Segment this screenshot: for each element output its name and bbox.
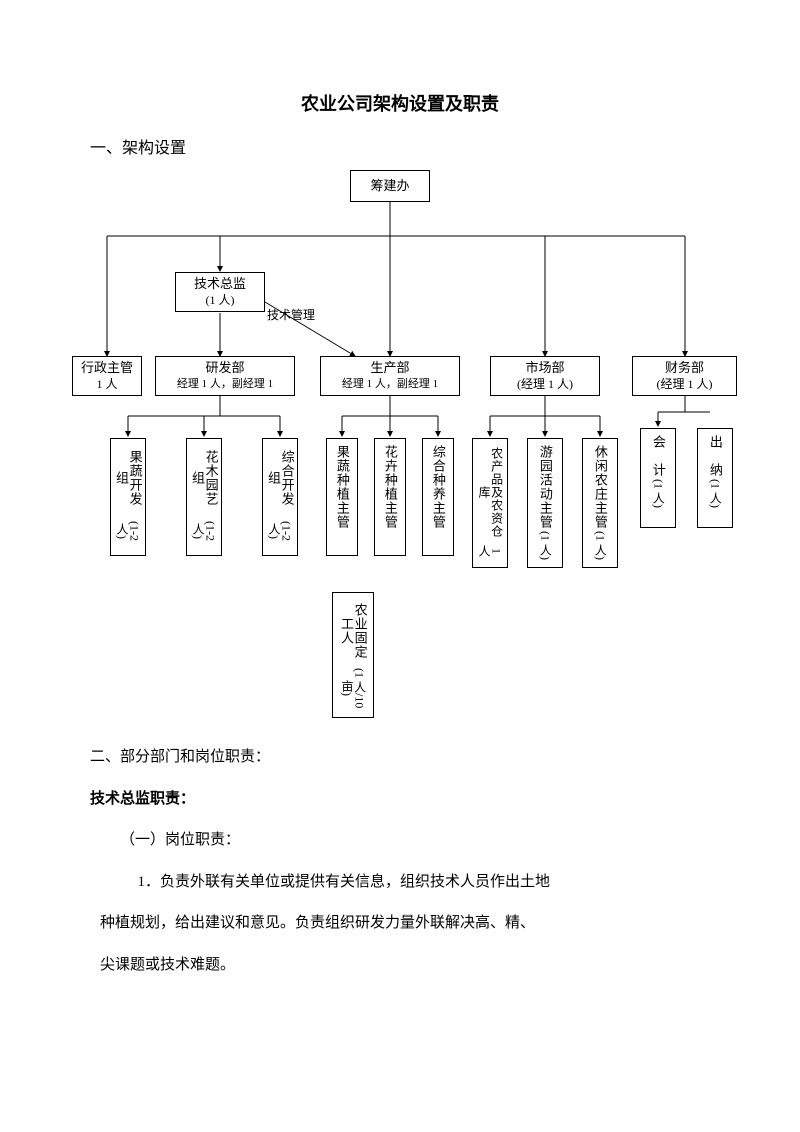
leaf-finance-2: 出 纳 (1 人) [697, 428, 733, 528]
leaf-rd-3-t: 综合开发组 [266, 445, 293, 511]
body-text: 二、部分部门和岗位职责： 技术总监职责： （一）岗位职责： 1．负责外联有关单位… [90, 742, 710, 981]
market-l1: 市场部 [525, 360, 564, 377]
para-1a: 1．负责外联有关单位或提供有关信息，组织技术人员作出土地 [100, 867, 700, 899]
rd-l1: 研发部 [205, 360, 244, 377]
leaf-market-3-t: 休闲农庄主管 [593, 445, 607, 529]
prod-l1: 生产部 [370, 360, 409, 377]
leaf-rd-1-s: (1-2 人) [115, 513, 140, 550]
leaf-finance-1: 会 计 (1 人) [640, 428, 676, 528]
section-2-heading: 二、部分部门和岗位职责： [90, 742, 710, 774]
leaf-market-2: 游园活动主管 (1 人) [527, 438, 563, 568]
leaf-rd-2-t: 花木园艺组 [190, 445, 217, 511]
leaf-prod-1-t: 果蔬种植主管 [335, 445, 349, 529]
tech-mgmt-label: 技术管理 [267, 306, 315, 323]
node-root: 筹建办 [350, 170, 430, 202]
job-title-heading: 技术总监职责： [90, 784, 710, 816]
leaf-worker-s: (1 人/10 亩) [340, 665, 365, 711]
section-1-heading: 一、架构设置 [90, 134, 710, 158]
leaf-prod-3: 综合种养主管 [422, 438, 454, 556]
admin-l1: 行政主管 [81, 360, 133, 377]
leaf-rd-1: 果蔬开发组 (1-2 人) [110, 438, 146, 556]
leaf-prod-1: 果蔬种植主管 [326, 438, 358, 556]
para-1b: 种植规划，给出建议和意见。负责组织研发力量外联解决高、精、 [100, 908, 700, 940]
para-1c: 尖课题或技术难题。 [100, 950, 700, 982]
leaf-rd-2-s: (1-2 人) [191, 513, 216, 550]
leaf-market-3-s: (1 人) [594, 531, 607, 560]
node-tech-director: 技术总监 (1 人) [175, 272, 265, 312]
leaf-prod-2: 花卉种植主管 [374, 438, 406, 556]
rd-l2: 经理 1 人，副经理 1 [177, 377, 273, 391]
leaf-finance-2-t: 出 纳 [708, 435, 722, 477]
finance-l1: 财务部 [665, 360, 704, 377]
leaf-market-2-s: (1 人) [539, 531, 552, 560]
admin-l2: 1 人 [96, 377, 117, 393]
node-finance: 财务部 (经理 1 人) [632, 356, 737, 396]
leaf-prod-2-t: 花卉种植主管 [383, 445, 397, 529]
leaf-market-1-t: 农产品及农资仓库 [477, 445, 502, 540]
sub-heading-1: （一）岗位职责： [90, 825, 710, 857]
node-rd: 研发部 经理 1 人，副经理 1 [155, 356, 295, 396]
node-admin: 行政主管 1 人 [72, 356, 142, 396]
node-market: 市场部 (经理 1 人) [490, 356, 600, 396]
leaf-market-1-s: 1 人 [477, 542, 502, 561]
leaf-finance-1-t: 会 计 [651, 435, 665, 477]
leaf-market-3: 休闲农庄主管 (1 人) [582, 438, 618, 568]
market-l2: (经理 1 人) [517, 377, 573, 393]
finance-l2: (经理 1 人) [657, 377, 713, 393]
leaf-finance-2-s: (1 人) [709, 479, 722, 508]
leaf-market-2-t: 游园活动主管 [538, 445, 552, 529]
leaf-rd-3: 综合开发组 (1-2 人) [262, 438, 298, 556]
node-root-label: 筹建办 [370, 178, 409, 195]
prod-l2: 经理 1 人，副经理 1 [342, 377, 438, 391]
leaf-worker: 农业固定工人 (1 人/10 亩) [332, 592, 374, 718]
leaf-prod-3-t: 综合种养主管 [431, 445, 445, 529]
leaf-rd-2: 花木园艺组 (1-2 人) [186, 438, 222, 556]
leaf-finance-1-s: (1 人) [652, 479, 665, 508]
leaf-worker-t: 农业固定工人 [339, 599, 366, 663]
tech-director-l2: (1 人) [206, 293, 235, 309]
leaf-market-1: 农产品及农资仓库 1 人 [472, 438, 508, 568]
leaf-rd-3-s: (1-2 人) [267, 513, 292, 550]
tech-director-l1: 技术总监 [194, 276, 246, 293]
node-prod: 生产部 经理 1 人，副经理 1 [320, 356, 460, 396]
page-title: 农业公司架构设置及职责 [90, 90, 710, 116]
org-chart: 筹建办 技术总监 (1 人) 技术管理 行政主管 1 人 研发部 经理 1 人，… [70, 164, 710, 724]
leaf-rd-1-t: 果蔬开发组 [114, 445, 141, 511]
